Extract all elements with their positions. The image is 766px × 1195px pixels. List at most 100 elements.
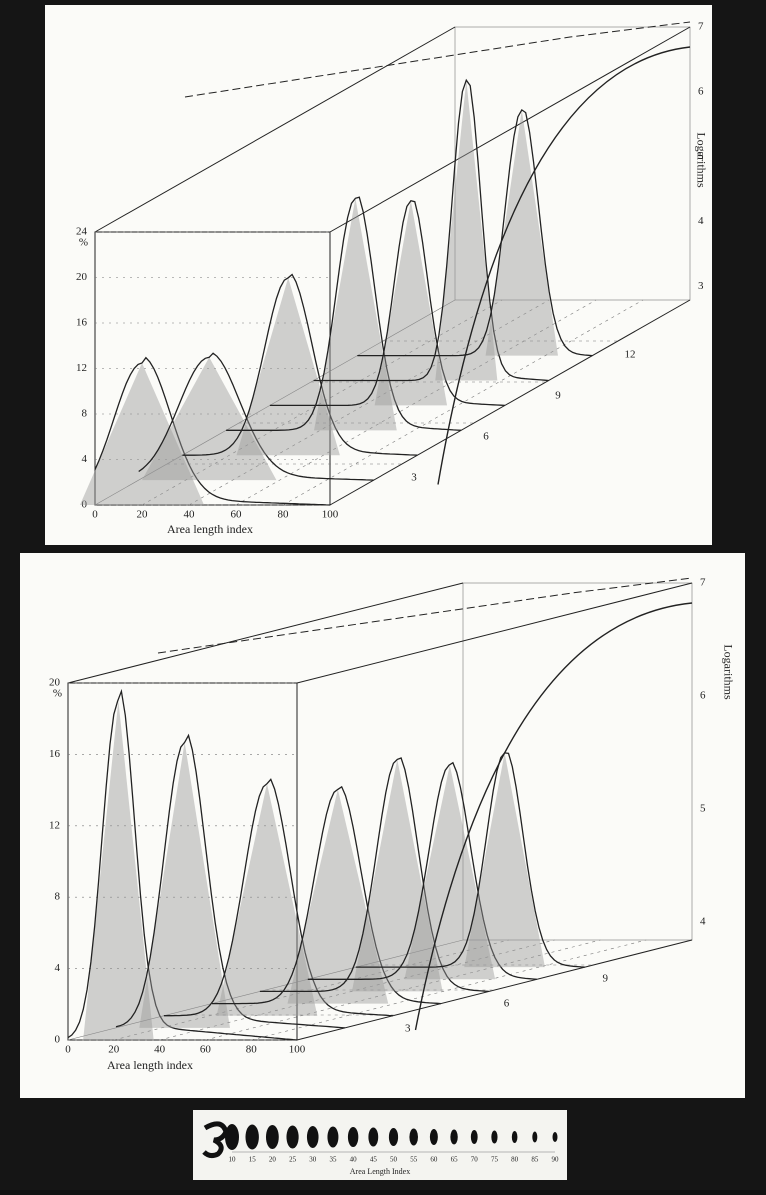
y-tick-label: 0 — [55, 1034, 61, 1046]
depth-tick-label: 6 — [504, 998, 510, 1010]
strip-tick-label: 60 — [430, 1156, 438, 1164]
trend-line — [437, 46, 691, 485]
y-tick-label: 12 — [76, 362, 87, 374]
right-axis-label: Logarithms — [694, 132, 708, 188]
floor-grid — [282, 299, 644, 506]
depth-tick-label: 12 — [625, 349, 636, 361]
floor-grid — [188, 299, 550, 506]
strip-tick-label: 15 — [249, 1156, 257, 1164]
strip-tick-label: 55 — [410, 1156, 418, 1164]
nucleus-shape — [450, 1129, 458, 1145]
strip-tick-label: 70 — [471, 1156, 479, 1164]
shaded-area — [142, 357, 277, 481]
trend-line — [184, 21, 691, 98]
x-tick-label: 60 — [200, 1044, 212, 1056]
back-face — [462, 582, 693, 941]
strip-tick-label: 65 — [451, 1156, 459, 1164]
nucleus-shape — [327, 1126, 339, 1148]
frequency-curve — [269, 199, 505, 407]
nucleus-shape — [368, 1127, 379, 1147]
right-tick-label: 6 — [698, 85, 704, 97]
floor-grid — [113, 939, 509, 1041]
strip-tick-label: 25 — [289, 1156, 297, 1164]
frequency-curve — [94, 356, 331, 506]
depth-tick-label: 3 — [411, 472, 417, 484]
strip-tick-label: 45 — [370, 1156, 378, 1164]
shaded-area — [287, 789, 389, 1004]
nucleus-shape — [306, 1126, 319, 1148]
nucleus-shape — [532, 1131, 538, 1143]
x-tick-label: 100 — [289, 1044, 306, 1056]
floor-grid — [141, 299, 503, 506]
y-tick-label: 16 — [49, 748, 61, 760]
x-tick-label: 0 — [65, 1044, 71, 1056]
nucleus-shape — [388, 1128, 399, 1146]
shaded-area — [464, 752, 545, 968]
frequency-curve — [211, 785, 441, 1005]
nucleus-shape — [511, 1131, 518, 1143]
depth-edge — [296, 939, 693, 1041]
middle-panel — [20, 553, 745, 1098]
depth-edge — [329, 299, 691, 506]
nucleus-shape — [470, 1130, 478, 1144]
y-tick-label: 0 — [82, 499, 88, 511]
x-tick-label: 20 — [137, 509, 149, 521]
shaded-area — [79, 363, 205, 505]
floor-grid — [235, 299, 597, 506]
depth-edge — [329, 26, 691, 233]
right-tick-label: 5 — [700, 803, 706, 815]
trend-line — [414, 602, 693, 1031]
strip-tick-label: 50 — [390, 1156, 398, 1164]
frequency-curve — [182, 273, 418, 456]
shaded-area — [139, 742, 231, 1028]
y-unit: % — [79, 237, 88, 249]
frequency-curve — [138, 352, 374, 481]
shaded-area — [351, 759, 443, 992]
frequency-curve — [226, 196, 462, 431]
y-tick-label: 4 — [82, 453, 88, 465]
nucleus-shape — [347, 1127, 359, 1147]
nucleus-shape — [225, 1124, 239, 1150]
strip-tick-label: 90 — [552, 1156, 560, 1164]
floor-grid — [205, 939, 601, 1041]
nucleus-shape — [552, 1132, 558, 1142]
shaded-area — [404, 765, 496, 980]
shaded-area — [485, 109, 558, 356]
x-tick-label: 40 — [154, 1044, 166, 1056]
depth-tick-label: 3 — [405, 1023, 411, 1035]
shaded-area — [374, 200, 448, 406]
nucleus-shape — [491, 1130, 498, 1144]
right-axis-label: Logarithms — [721, 644, 735, 700]
strip-tick-label: 75 — [491, 1156, 499, 1164]
frequency-curve — [355, 752, 585, 968]
right-tick-label: 5 — [698, 150, 704, 162]
right-tick-label: 4 — [700, 916, 706, 928]
x-tick-label: 60 — [231, 509, 243, 521]
strip-tick-label: 80 — [511, 1156, 519, 1164]
nucleus-shape — [265, 1125, 279, 1149]
x-tick-label: 0 — [92, 509, 98, 521]
nucleus-shape — [409, 1128, 418, 1146]
y-tick-label: 8 — [55, 891, 61, 903]
frequency-curve — [357, 108, 593, 357]
strip-tick-label: 10 — [229, 1156, 237, 1164]
depth-tick-label: 6 — [483, 431, 489, 443]
nucleus-shape — [245, 1124, 259, 1150]
y-tick-label: 12 — [49, 819, 60, 831]
depth-tick-label: 9 — [603, 973, 609, 985]
y-unit: % — [53, 688, 62, 700]
depth-tick-label: 9 — [555, 390, 561, 402]
y-tick-label: 24 — [76, 226, 88, 238]
frequency-curve — [313, 78, 549, 382]
frequency-curve — [259, 757, 489, 993]
trend-line — [157, 577, 693, 654]
x-axis-label: Area length index — [107, 1058, 193, 1072]
strip-tick-label: 35 — [329, 1156, 337, 1164]
nucleus-shape — [202, 1121, 229, 1159]
x-tick-label: 40 — [184, 509, 196, 521]
right-tick-label: 4 — [698, 215, 704, 227]
shaded-area — [435, 80, 498, 381]
right-tick-label: 7 — [700, 577, 706, 589]
strip-tick-label: 85 — [531, 1156, 539, 1164]
